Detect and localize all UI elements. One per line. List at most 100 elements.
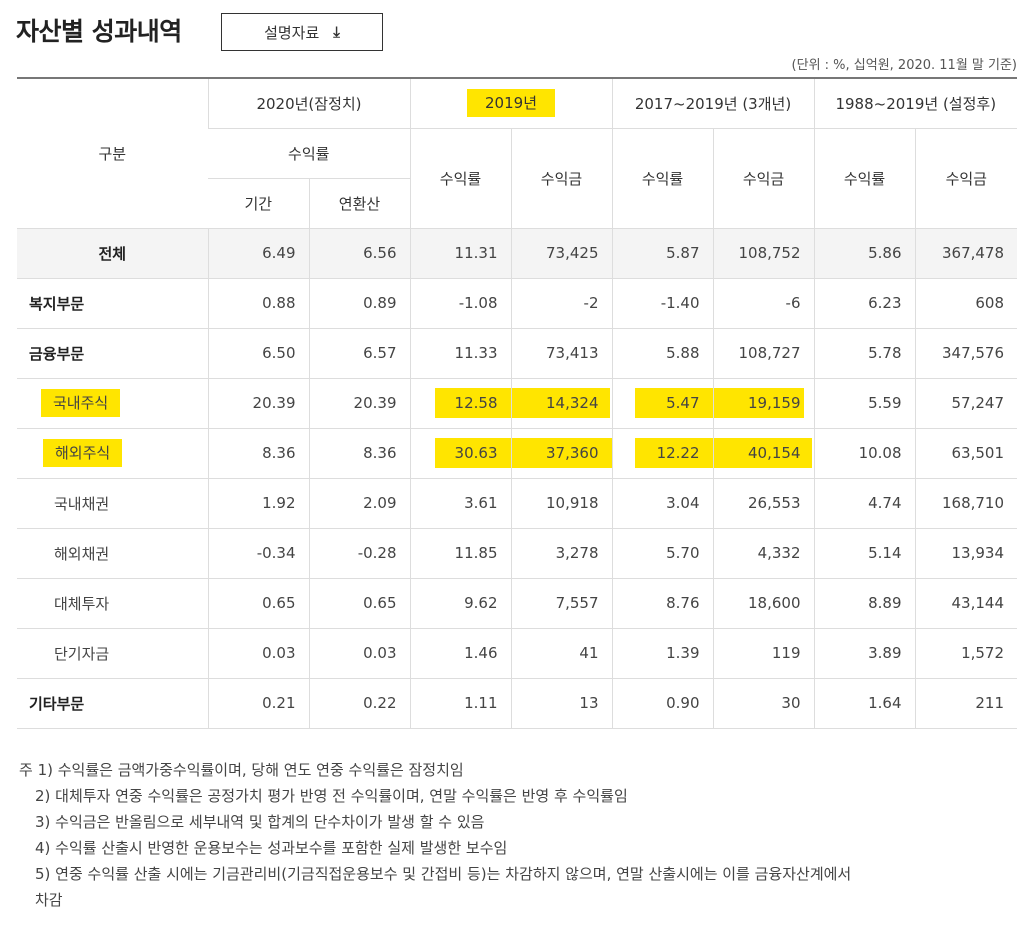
cell-value: -0.28 <box>308 528 410 579</box>
cell-value: 2.09 <box>308 478 410 529</box>
unit-note: (단위 : %, 십억원, 2020. 11월 말 기준) <box>791 58 1017 73</box>
cell-value: 6.50 <box>207 328 309 379</box>
cell-value: 367,478 <box>914 228 1018 279</box>
table-row: 기타부문 0.21 0.22 1.11 13 0.90 30 1.64 211 <box>17 678 1018 729</box>
cell-value: 3.89 <box>813 628 916 679</box>
header-2020-return-rate: 수익률 <box>208 128 410 179</box>
cell-value: 8.36 <box>308 428 410 479</box>
cell-value: -6 <box>712 278 815 329</box>
cell-value: 6.56 <box>308 228 410 279</box>
cell-value: 11.33 <box>409 328 511 379</box>
cell-value: 30.63 <box>409 428 511 479</box>
cell-value: 6.49 <box>207 228 309 279</box>
cell-value: 19,159 <box>712 378 815 429</box>
cell-value: 0.21 <box>207 678 309 729</box>
cell-value: 347,576 <box>914 328 1018 379</box>
header-2019-return-rate: 수익률 <box>409 128 511 229</box>
cell-value: 8.89 <box>813 578 916 629</box>
cell-value: 5.59 <box>813 378 916 429</box>
cell-value: 8.36 <box>207 428 309 479</box>
cell-value: 13 <box>510 678 613 729</box>
cell-value: 5.70 <box>611 528 714 579</box>
cell-value: 18,600 <box>712 578 815 629</box>
cell-value: 10.08 <box>813 428 916 479</box>
cell-value: 73,413 <box>510 328 613 379</box>
cell-value: 13,934 <box>914 528 1018 579</box>
header-2019-return-amount: 수익금 <box>510 128 613 229</box>
header-since-return-amount: 수익금 <box>914 128 1018 229</box>
table-row: 해외채권 -0.34 -0.28 11.85 3,278 5.70 4,332 … <box>17 528 1018 579</box>
header-2020-annualized: 연환산 <box>308 178 410 229</box>
cell-value: 3.04 <box>611 478 714 529</box>
row-label: 금융부문 <box>17 328 208 379</box>
cell-value: 41 <box>510 628 613 679</box>
cell-value: 6.57 <box>308 328 410 379</box>
cell-value: 11.31 <box>409 228 511 279</box>
cell-value: 6.23 <box>813 278 916 329</box>
cell-value: 30 <box>712 678 815 729</box>
cell-value: 3,278 <box>510 528 613 579</box>
explanation-download-button[interactable]: 설명자료 ⤓ <box>221 13 383 51</box>
row-label: 단기자금 <box>17 628 208 679</box>
footnote: 5) 연중 수익률 산출 시에는 기금관리비(기금직접운용보수 및 간접비 등)… <box>35 865 852 883</box>
cell-value: -1.40 <box>611 278 714 329</box>
cell-value: 73,425 <box>510 228 613 279</box>
cell-value: 1.64 <box>813 678 916 729</box>
footnote: 2) 대체투자 연중 수익률은 공정가치 평가 반영 전 수익률이며, 연말 수… <box>35 787 628 805</box>
cell-value: 4.74 <box>813 478 916 529</box>
cell-value: 0.65 <box>207 578 309 629</box>
cell-value: 14,324 <box>510 378 613 429</box>
header-period-since-inception: 1988~2019년 (설정후) <box>813 77 1018 129</box>
cell-value: 5.14 <box>813 528 916 579</box>
cell-value: 5.86 <box>813 228 916 279</box>
cell-value: 40,154 <box>712 428 815 479</box>
cell-value: 57,247 <box>914 378 1018 429</box>
table-row: 복지부문 0.88 0.89 -1.08 -2 -1.40 -6 6.23 60… <box>17 278 1018 329</box>
cell-value: 0.03 <box>308 628 410 679</box>
cell-value: 20.39 <box>207 378 309 429</box>
cell-value: 9.62 <box>409 578 511 629</box>
header-2020-term: 기간 <box>208 178 309 229</box>
cell-value: 1,572 <box>914 628 1018 679</box>
cell-value: 0.65 <box>308 578 410 629</box>
row-label: 해외채권 <box>17 528 208 579</box>
cell-value: 43,144 <box>914 578 1018 629</box>
cell-value: 0.90 <box>611 678 714 729</box>
row-label-cell: 해외주식 <box>17 428 208 479</box>
cell-value: 10,918 <box>510 478 613 529</box>
footnote: 3) 수익금은 반올림으로 세부내역 및 합계의 단수차이가 발생 할 수 있음 <box>35 813 485 831</box>
header-period-2020: 2020년(잠정치) <box>207 77 410 129</box>
cell-value: 5.78 <box>813 328 916 379</box>
header-period-2019-label: 2019년 <box>467 89 555 118</box>
row-label-cell: 국내주식 <box>17 378 208 429</box>
cell-value: -1.08 <box>409 278 511 329</box>
footnote: 주 1) 수익률은 금액가중수익률이며, 당해 연도 연중 수익률은 잠정치임 <box>19 761 464 779</box>
table-row: 금융부문 6.50 6.57 11.33 73,413 5.88 108,727… <box>17 328 1018 379</box>
row-label: 해외주식 <box>43 439 123 467</box>
footnote: 4) 수익률 산출시 반영한 운용보수는 성과보수를 포함한 실제 발생한 보수… <box>35 839 508 857</box>
cell-value: 20.39 <box>308 378 410 429</box>
explanation-button-label: 설명자료 <box>264 23 320 42</box>
cell-value: 4,332 <box>712 528 815 579</box>
footnotes: 주 1) 수익률은 금액가중수익률이며, 당해 연도 연중 수익률은 잠정치임 … <box>19 757 851 913</box>
footnote-continuation: 차감 <box>35 891 63 909</box>
cell-value: 63,501 <box>914 428 1018 479</box>
header-period-3yr: 2017~2019년 (3개년) <box>611 77 815 129</box>
cell-value: 5.47 <box>611 378 714 429</box>
asset-performance-table: 구분 2020년(잠정치) 2019년 2017~2019년 (3개년) 198… <box>17 77 1018 729</box>
cell-value: 1.39 <box>611 628 714 679</box>
cell-value: -0.34 <box>207 528 309 579</box>
header-category: 구분 <box>17 77 208 229</box>
cell-value: 119 <box>712 628 815 679</box>
cell-value: 7,557 <box>510 578 613 629</box>
table-row: 국내주식 20.39 20.39 12.58 14,324 5.47 19,15… <box>17 378 1018 429</box>
cell-value: 11.85 <box>409 528 511 579</box>
cell-value: 12.22 <box>611 428 714 479</box>
header-since-return-rate: 수익률 <box>813 128 916 229</box>
row-label: 기타부문 <box>17 678 208 729</box>
page-title: 자산별 성과내역 <box>16 17 182 46</box>
cell-value: 3.61 <box>409 478 511 529</box>
row-label: 복지부문 <box>17 278 208 329</box>
row-label: 국내채권 <box>17 478 208 529</box>
download-arrow-icon: ⤓ <box>333 23 340 41</box>
